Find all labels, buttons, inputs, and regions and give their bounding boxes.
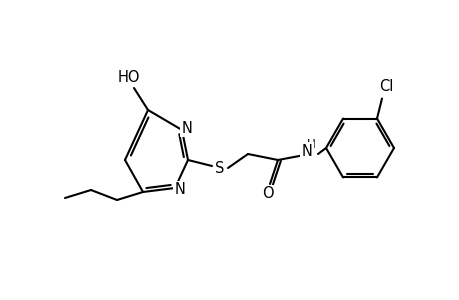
- Text: N: N: [301, 143, 312, 158]
- Text: S: S: [215, 160, 224, 175]
- Text: N: N: [181, 121, 192, 136]
- Text: Cl: Cl: [378, 79, 392, 94]
- Text: HO: HO: [118, 70, 140, 85]
- Text: H: H: [306, 137, 315, 151]
- Text: N: N: [174, 182, 185, 197]
- Text: O: O: [262, 187, 273, 202]
